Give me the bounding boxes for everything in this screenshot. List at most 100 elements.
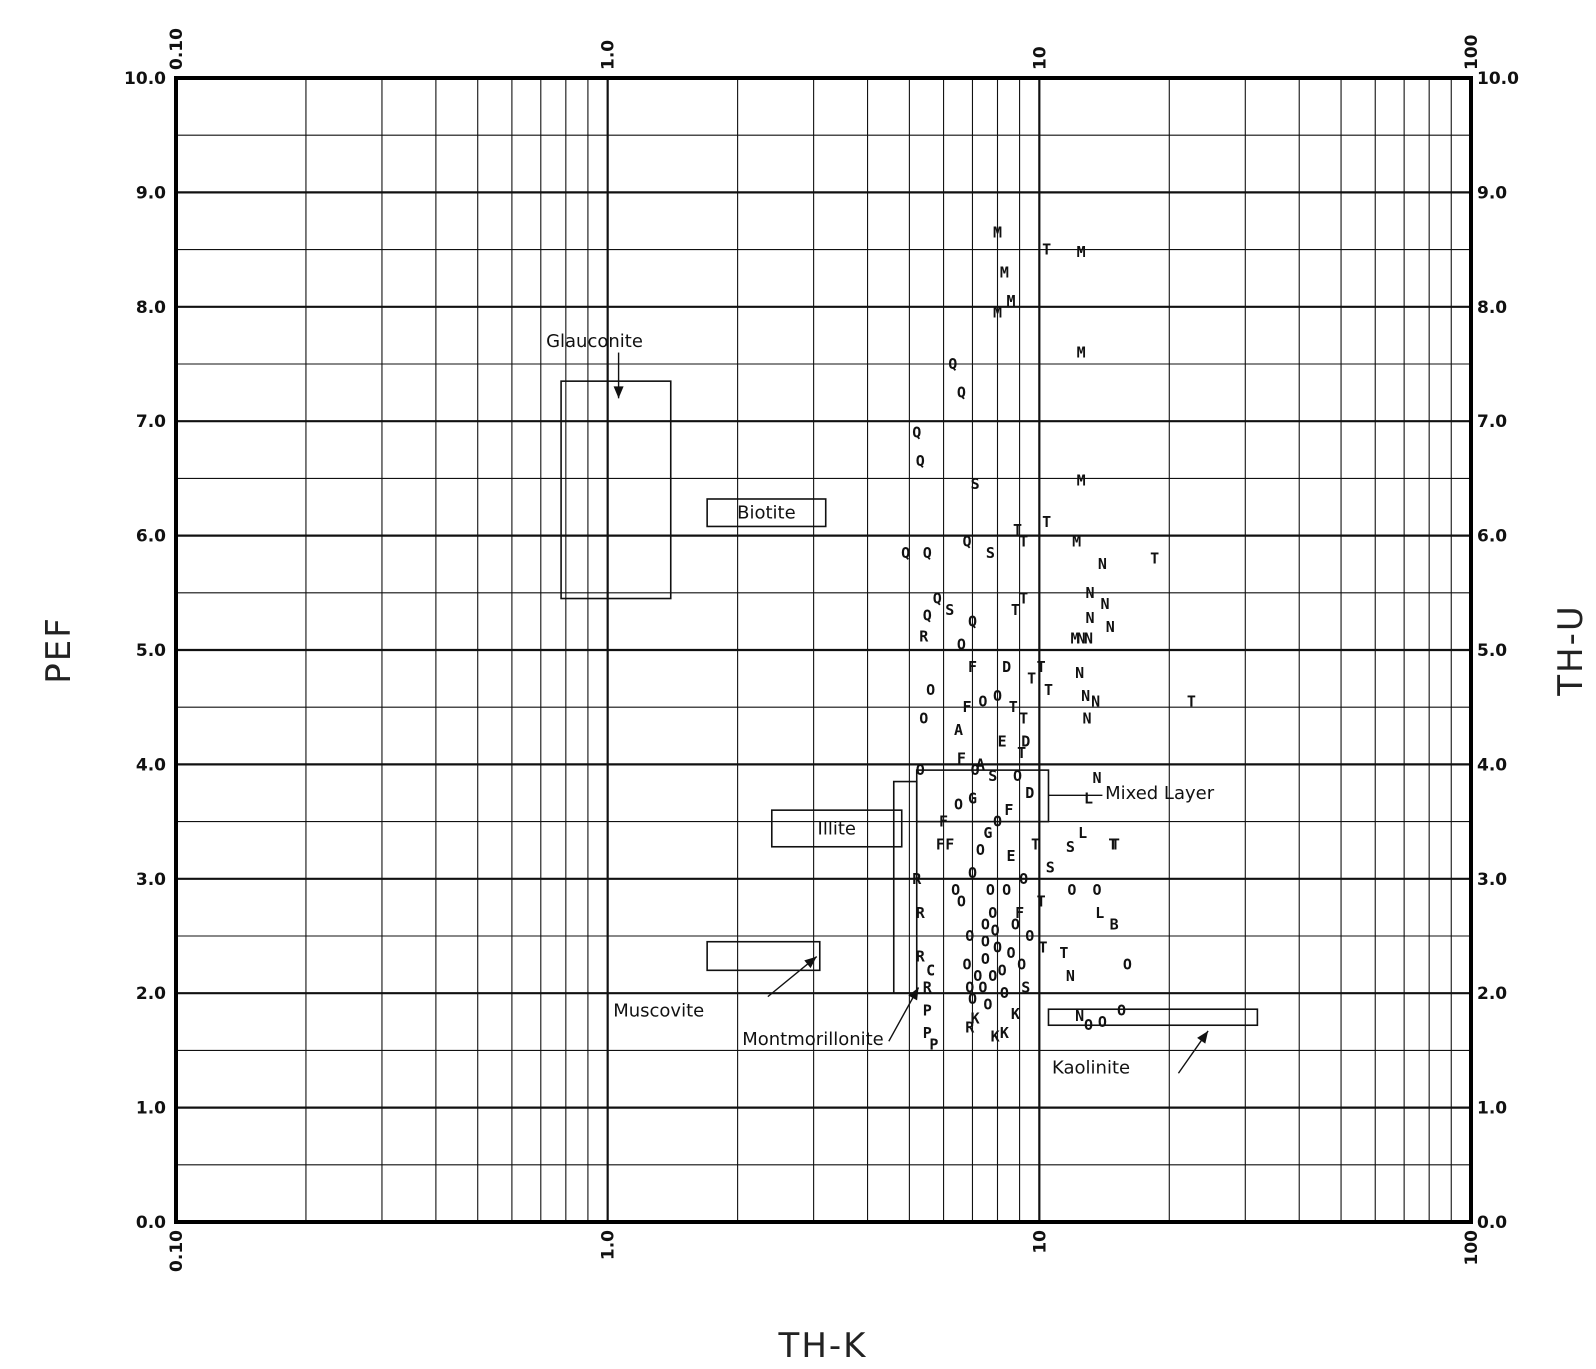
data-point: M	[1077, 243, 1086, 261]
x-axis-title: TH-K	[778, 1326, 868, 1366]
data-point: Q	[968, 612, 977, 630]
data-point: N	[1101, 595, 1110, 613]
data-point: O	[993, 813, 1002, 831]
data-point: O	[1013, 767, 1022, 785]
y2-tick-label: 0.0	[1477, 1213, 1507, 1233]
data-point: T	[1039, 938, 1048, 956]
data-point: F	[957, 750, 966, 768]
data-point: N	[1085, 584, 1094, 602]
data-point: O	[983, 996, 992, 1014]
kaolinite-arrowhead	[1197, 1030, 1209, 1044]
y2-tick-label: 5.0	[1477, 641, 1507, 661]
data-point: T	[1111, 835, 1120, 853]
grid-lines	[174, 76, 1471, 1224]
data-point: K	[991, 1028, 1000, 1046]
biotite-region	[706, 498, 827, 528]
data-point: K	[1011, 1005, 1020, 1023]
data-point: P	[929, 1036, 938, 1054]
x-tick-label-top: 100	[1462, 34, 1482, 70]
data-point: K	[1000, 1024, 1009, 1042]
biotite-label: Biotite	[737, 503, 796, 524]
x-tick-label-bottom: 100	[1462, 1230, 1482, 1266]
data-point: P	[923, 1001, 932, 1019]
y2-tick-label: 8.0	[1477, 298, 1507, 318]
y-tick-label: 4.0	[136, 755, 166, 775]
data-point: F	[945, 835, 954, 853]
data-point: N	[1066, 967, 1075, 985]
data-point: F	[936, 835, 945, 853]
data-point: O	[954, 795, 963, 813]
data-point: N	[1077, 630, 1086, 648]
x-tick-label-top: 1.0	[599, 40, 619, 70]
y-tick-label: 10.0	[124, 69, 166, 89]
data-point: O	[998, 961, 1007, 979]
y-tick-label: 8.0	[136, 298, 166, 318]
glauconite-arrowhead	[613, 386, 624, 399]
data-point: O	[1123, 956, 1132, 974]
data-point: O	[991, 921, 1000, 939]
data-point: Q	[901, 544, 910, 562]
y2-tick-label: 1.0	[1477, 1099, 1507, 1119]
data-point: O	[957, 635, 966, 653]
data-point: O	[1002, 881, 1011, 899]
data-point: D	[1025, 784, 1034, 802]
y-tick-label: 3.0	[136, 870, 166, 890]
kaolinite-label: Kaolinite	[1052, 1058, 1130, 1079]
x-tick-label-bottom: 0.10	[167, 1230, 187, 1272]
data-point: R	[923, 978, 933, 996]
illite-region	[770, 809, 903, 848]
data-point: R	[916, 948, 926, 966]
data-point: O	[993, 938, 1002, 956]
data-point: O	[968, 864, 977, 882]
data-point: O	[926, 681, 935, 699]
data-point: O	[981, 950, 990, 968]
data-point: F	[1004, 801, 1013, 819]
data-point: O	[981, 933, 990, 951]
data-point: O	[965, 978, 974, 996]
data-point: Q	[933, 590, 942, 608]
data-point: N	[1098, 555, 1107, 573]
data-point: Q	[923, 544, 932, 562]
y2-tick-label: 4.0	[1477, 755, 1507, 775]
montmorillonite-label: Montmorillonite	[742, 1029, 884, 1050]
data-point: R	[916, 904, 926, 922]
data-point: C	[926, 961, 935, 979]
data-point: S	[986, 544, 995, 562]
data-point: O	[1025, 927, 1034, 945]
data-point: F	[968, 658, 977, 676]
data-point: M	[1071, 630, 1080, 648]
plot-frame	[174, 76, 1473, 1224]
y2-tick-label: 2.0	[1477, 984, 1507, 1004]
data-point: T	[1150, 549, 1159, 567]
data-point: T	[1009, 698, 1018, 716]
glauconite-label: Glauconite	[546, 331, 643, 352]
data-point: N	[1091, 692, 1100, 710]
data-point: F	[963, 698, 972, 716]
data-point: N	[1081, 687, 1090, 705]
muscovite-label: Muscovite	[613, 1000, 704, 1021]
data-point: S	[988, 767, 997, 785]
data-point: T	[1011, 601, 1020, 619]
y-tick-label: 0.0	[136, 1213, 166, 1233]
data-point: O	[1092, 881, 1101, 899]
data-point: P	[923, 1024, 932, 1042]
illite-label: Illite	[818, 818, 856, 839]
data-point: N	[1083, 710, 1092, 728]
muscovite-arrowhead	[804, 956, 817, 969]
data-point: O	[1017, 956, 1026, 974]
data-point: Q	[912, 424, 921, 442]
montmorillonite-arrowhead	[908, 987, 919, 1001]
data-point: L	[1078, 824, 1087, 842]
data-point: Q	[963, 532, 972, 550]
data-point: N	[1075, 1007, 1084, 1025]
data-point: S	[1066, 838, 1075, 856]
data-point: L	[1095, 904, 1104, 922]
data-point: R	[965, 1019, 975, 1037]
data-point: D	[1021, 733, 1030, 751]
data-point: R	[912, 870, 922, 888]
y2-tick-label: 7.0	[1477, 412, 1507, 432]
data-point: G	[968, 790, 977, 808]
data-point: T	[1059, 944, 1068, 962]
data-point: O	[1084, 1016, 1093, 1034]
